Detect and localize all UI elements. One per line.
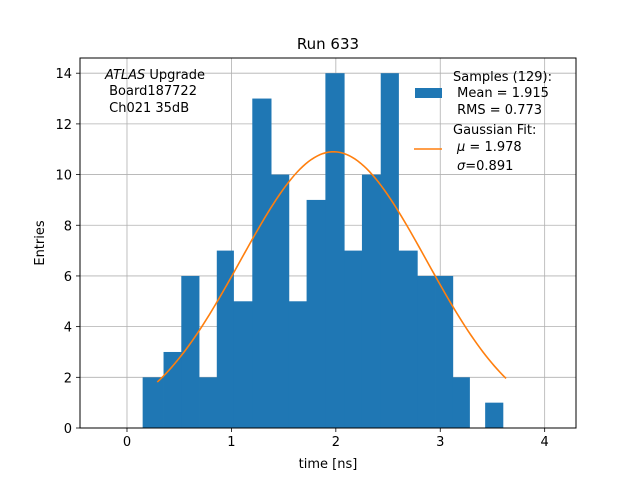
svg-text:μ = 1.978: μ = 1.978 bbox=[456, 140, 522, 155]
histogram-bar bbox=[288, 301, 307, 428]
annotation-board: Board187722 bbox=[105, 84, 197, 99]
legend-samples-rms: RMS = 0.773 bbox=[453, 103, 542, 118]
atlas-annotation: ATLAS Upgrade Board187722 Ch021 35dB bbox=[104, 68, 205, 116]
annotation-atlas: ATLAS bbox=[104, 68, 145, 83]
legend-samples-swatch bbox=[415, 88, 442, 98]
histogram-bar bbox=[417, 275, 436, 428]
histogram-bar bbox=[361, 174, 382, 428]
histogram-bar bbox=[380, 73, 399, 429]
histogram-bar bbox=[233, 301, 253, 428]
legend-samples-title: Samples (129): bbox=[453, 70, 552, 85]
x-axis-label: time [ns] bbox=[299, 457, 358, 472]
plot-frame bbox=[79, 57, 577, 429]
legend-fit-title: Gaussian Fit: bbox=[453, 123, 536, 138]
histogram-bar bbox=[398, 250, 418, 428]
histogram-bar bbox=[344, 250, 363, 428]
x-tick-label: 3 bbox=[436, 435, 444, 450]
svg-text:ATLAS Upgrade: ATLAS Upgrade bbox=[104, 68, 205, 83]
annotation-channel: Ch021 35dB bbox=[105, 101, 189, 116]
x-tick-label: 2 bbox=[332, 435, 340, 450]
annotation-upgrade: Upgrade bbox=[145, 68, 205, 83]
y-tick-label: 12 bbox=[55, 118, 72, 133]
x-tick-label: 1 bbox=[227, 435, 235, 450]
histogram-bar bbox=[435, 275, 454, 428]
histogram-bar bbox=[199, 377, 218, 428]
histogram-bar bbox=[271, 174, 290, 428]
histogram-bar bbox=[163, 351, 182, 428]
y-tick-label: 2 bbox=[64, 371, 72, 386]
y-tick-label: 4 bbox=[64, 321, 72, 336]
gaussian-fit-curve bbox=[156, 150, 507, 383]
histogram-bar bbox=[306, 199, 326, 428]
legend-fit-mu-symbol: μ bbox=[456, 140, 465, 155]
gaussian-fit bbox=[156, 150, 507, 383]
histogram-bar bbox=[181, 275, 200, 428]
x-tick-label: 4 bbox=[541, 435, 549, 450]
x-tick-label: 0 bbox=[123, 435, 131, 450]
legend-fit-sigma-value: =0.891 bbox=[465, 159, 513, 174]
legend-fit-sigma-symbol: σ bbox=[457, 159, 466, 174]
svg-text:σ=0.891: σ=0.891 bbox=[457, 159, 513, 174]
histogram-bars bbox=[142, 73, 504, 429]
chart-title: Run 633 bbox=[297, 35, 359, 53]
y-tick-label: 8 bbox=[64, 219, 72, 234]
y-tick-label: 14 bbox=[55, 67, 72, 82]
y-axis-label: Entries bbox=[33, 220, 48, 266]
histogram-bar bbox=[252, 98, 272, 428]
y-tick-label: 10 bbox=[55, 169, 72, 184]
y-tick-label: 6 bbox=[64, 270, 72, 285]
histogram-bar bbox=[325, 73, 345, 429]
y-tick-label: 0 bbox=[64, 422, 72, 437]
legend-samples-mean: Mean = 1.915 bbox=[453, 86, 549, 101]
histogram-bar bbox=[452, 377, 470, 428]
legend: Samples (129): Mean = 1.915 RMS = 0.773 … bbox=[414, 70, 552, 174]
histogram-bar bbox=[142, 377, 164, 428]
histogram-bar bbox=[485, 402, 504, 428]
legend-fit-mu-value: = 1.978 bbox=[465, 140, 521, 155]
